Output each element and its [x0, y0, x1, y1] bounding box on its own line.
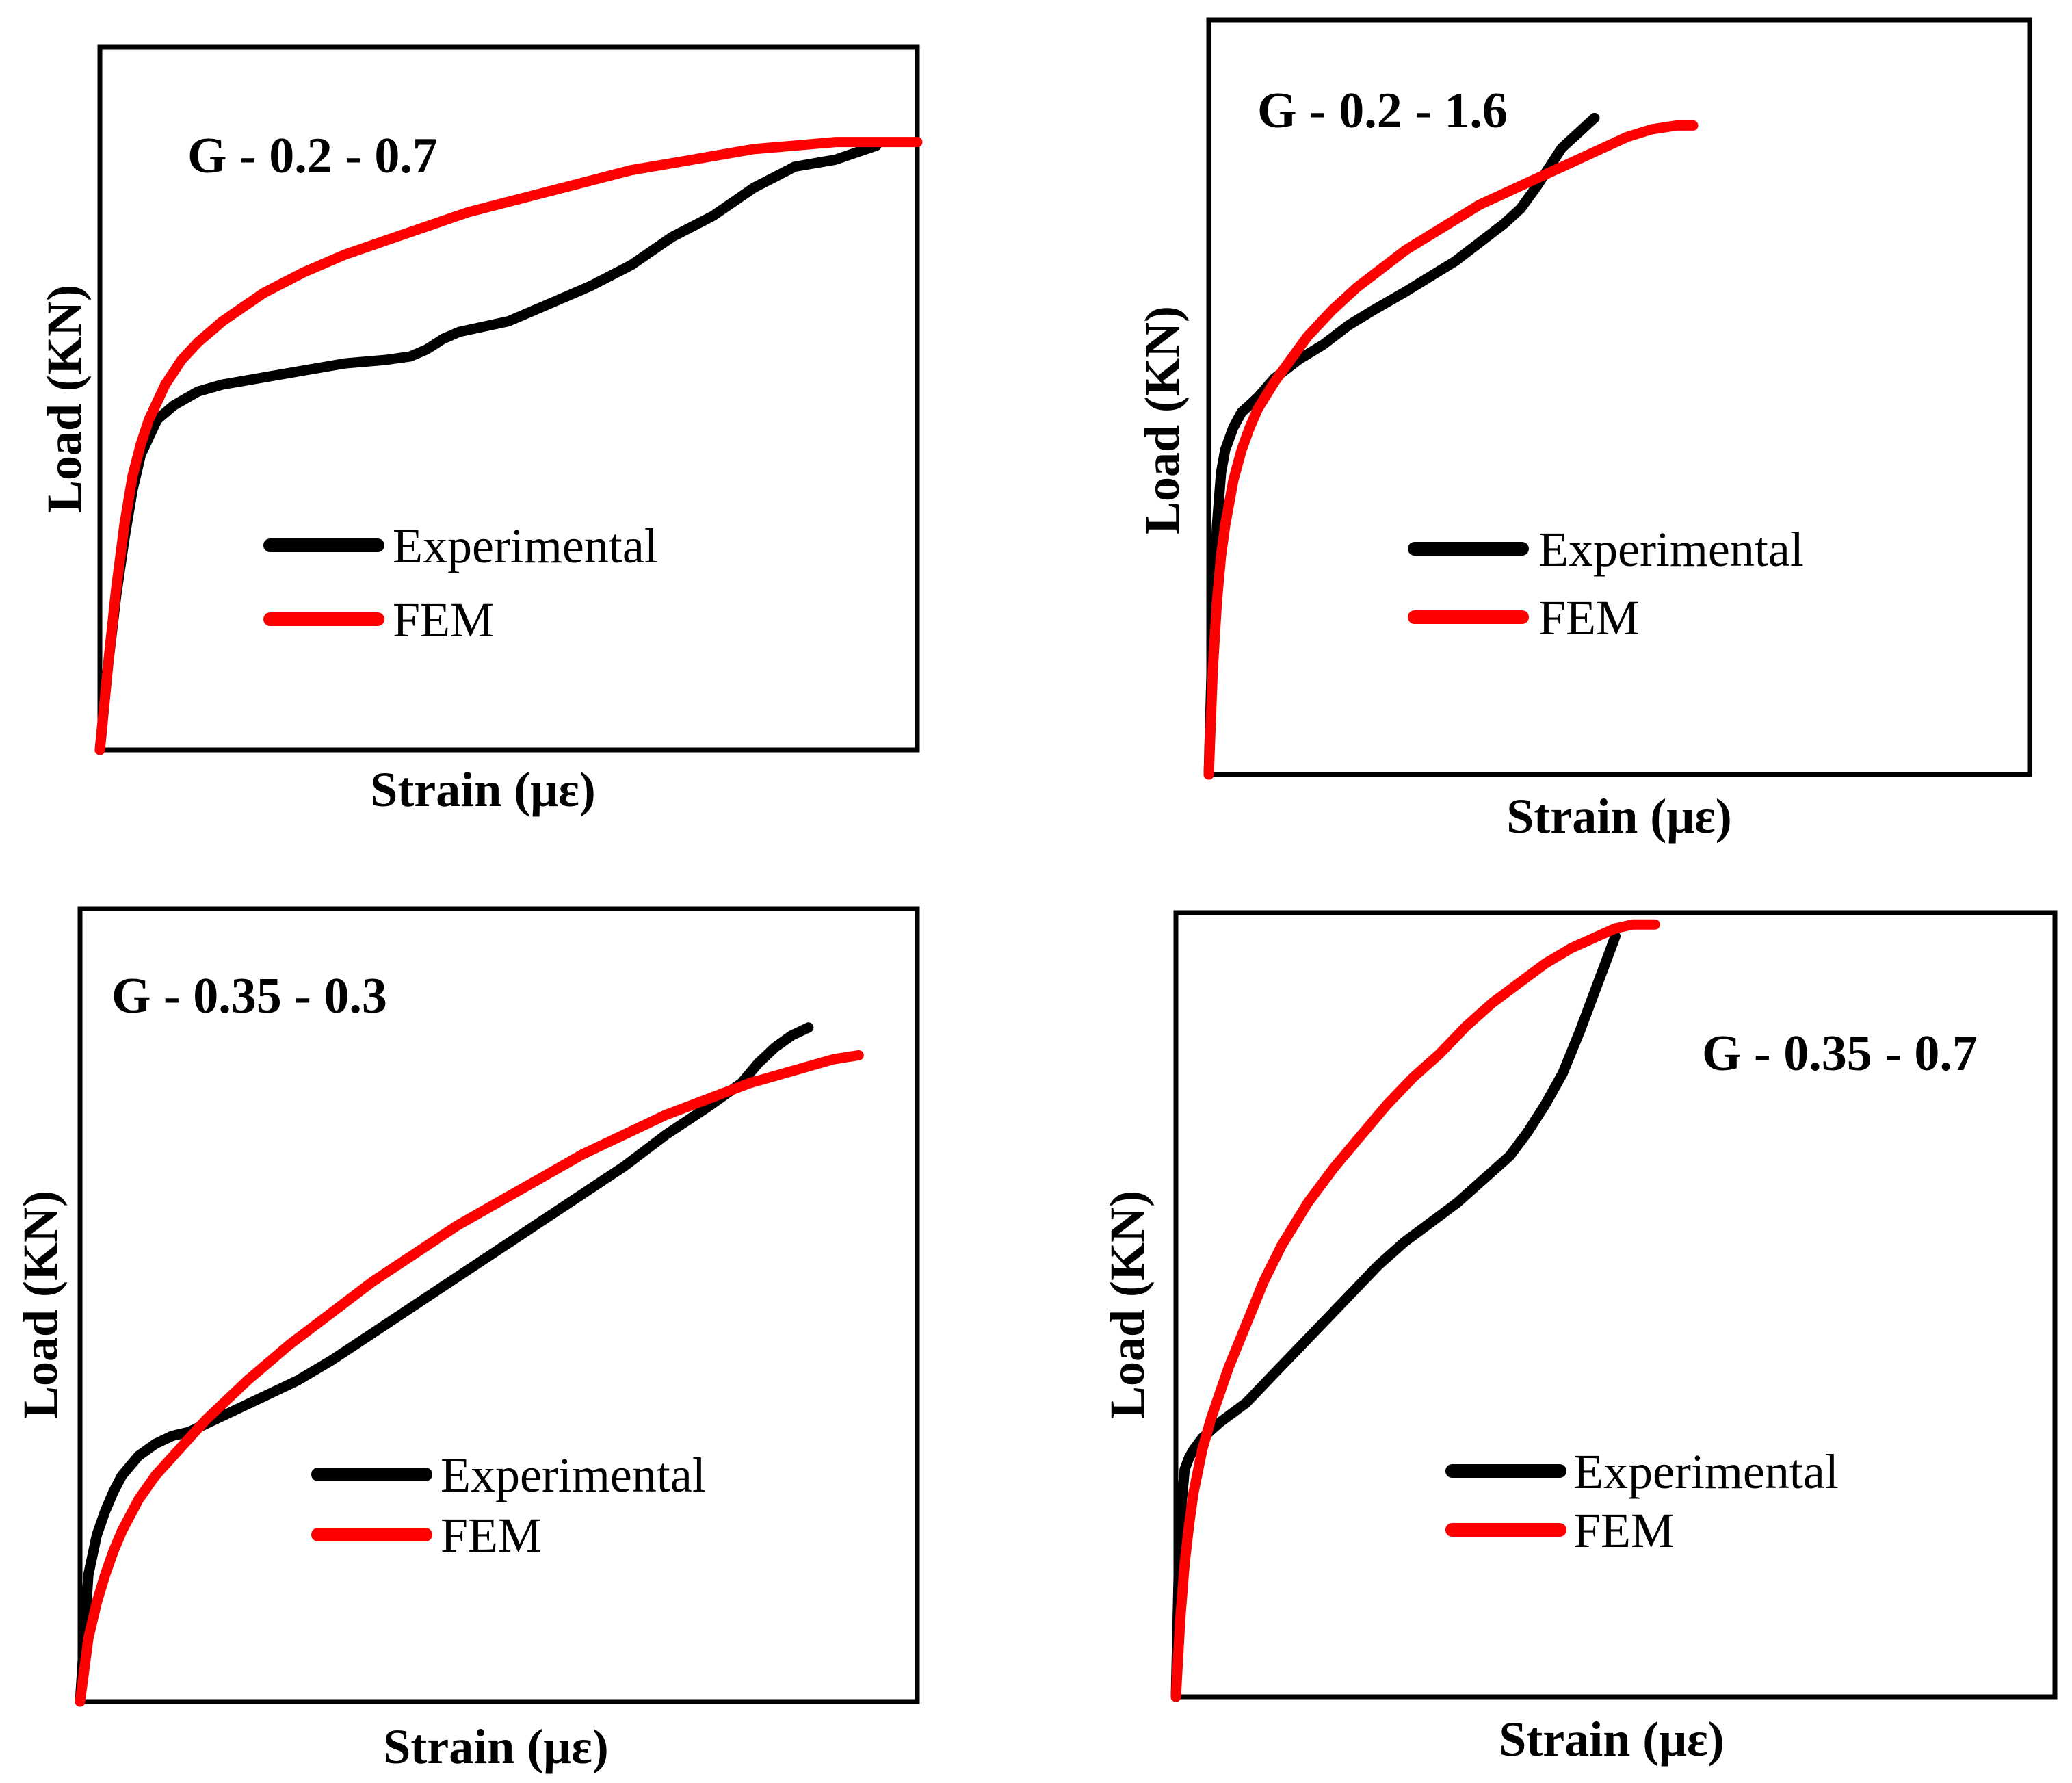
- series-line-experimental: [94, 140, 882, 755]
- chart-title: G - 0.35 - 0.3: [112, 968, 387, 1024]
- legend-label-experimental: Experimental: [393, 519, 658, 573]
- x-axis-label: Strain (με): [1506, 789, 1732, 844]
- legend-label-fem: FEM: [393, 593, 494, 647]
- x-axis-label: Strain (με): [1499, 1712, 1725, 1767]
- chart-title: G - 0.35 - 0.7: [1702, 1026, 1978, 1082]
- y-axis-label: Load (KN): [13, 1190, 68, 1419]
- legend-label-experimental: Experimental: [1538, 522, 1804, 577]
- series-line-fem: [1170, 919, 1660, 1702]
- series-line-fem: [1203, 120, 1699, 780]
- series-line-experimental: [1170, 930, 1621, 1702]
- series-line-fem: [94, 137, 923, 755]
- plot-frame: [1173, 910, 2058, 1700]
- legend-label-experimental: Experimental: [441, 1448, 706, 1502]
- chart-panel-g-0.35-0.3: G - 0.35 - 0.3 Strain (με) Load (KN) Exp…: [13, 906, 920, 1774]
- chart-panel-g-0.2-1.6: G - 0.2 - 1.6 Strain (με) Load (KN) Expe…: [1135, 17, 2032, 844]
- series-line-fem: [75, 1050, 864, 1707]
- y-axis-label: Load (KN): [1135, 306, 1190, 534]
- chart-title: G - 0.2 - 0.7: [187, 128, 438, 184]
- chart-panel-g-0.35-0.7: G - 0.35 - 0.7 Strain (με) Load (KN) Exp…: [1100, 910, 2058, 1767]
- legend-label-fem: FEM: [1573, 1503, 1675, 1558]
- plot-frame: [77, 906, 920, 1704]
- y-axis-label: Load (KN): [37, 285, 92, 513]
- y-axis-label: Load (KN): [1100, 1190, 1155, 1419]
- plot-frame: [97, 44, 920, 753]
- series-line-experimental: [75, 1022, 814, 1707]
- x-axis-label: Strain (με): [370, 762, 596, 817]
- series-line-experimental: [1203, 112, 1600, 780]
- plot-frame: [1206, 17, 2032, 777]
- chart-title: G - 0.2 - 1.6: [1257, 83, 1508, 139]
- legend-label-fem: FEM: [1538, 590, 1640, 645]
- legend-label-experimental: Experimental: [1573, 1444, 1839, 1499]
- chart-panel-g-0.2-0.7: G - 0.2 - 0.7 Strain (με) Load (KN) Expe…: [37, 44, 923, 817]
- legend-label-fem: FEM: [441, 1508, 542, 1563]
- x-axis-label: Strain (με): [383, 1719, 609, 1774]
